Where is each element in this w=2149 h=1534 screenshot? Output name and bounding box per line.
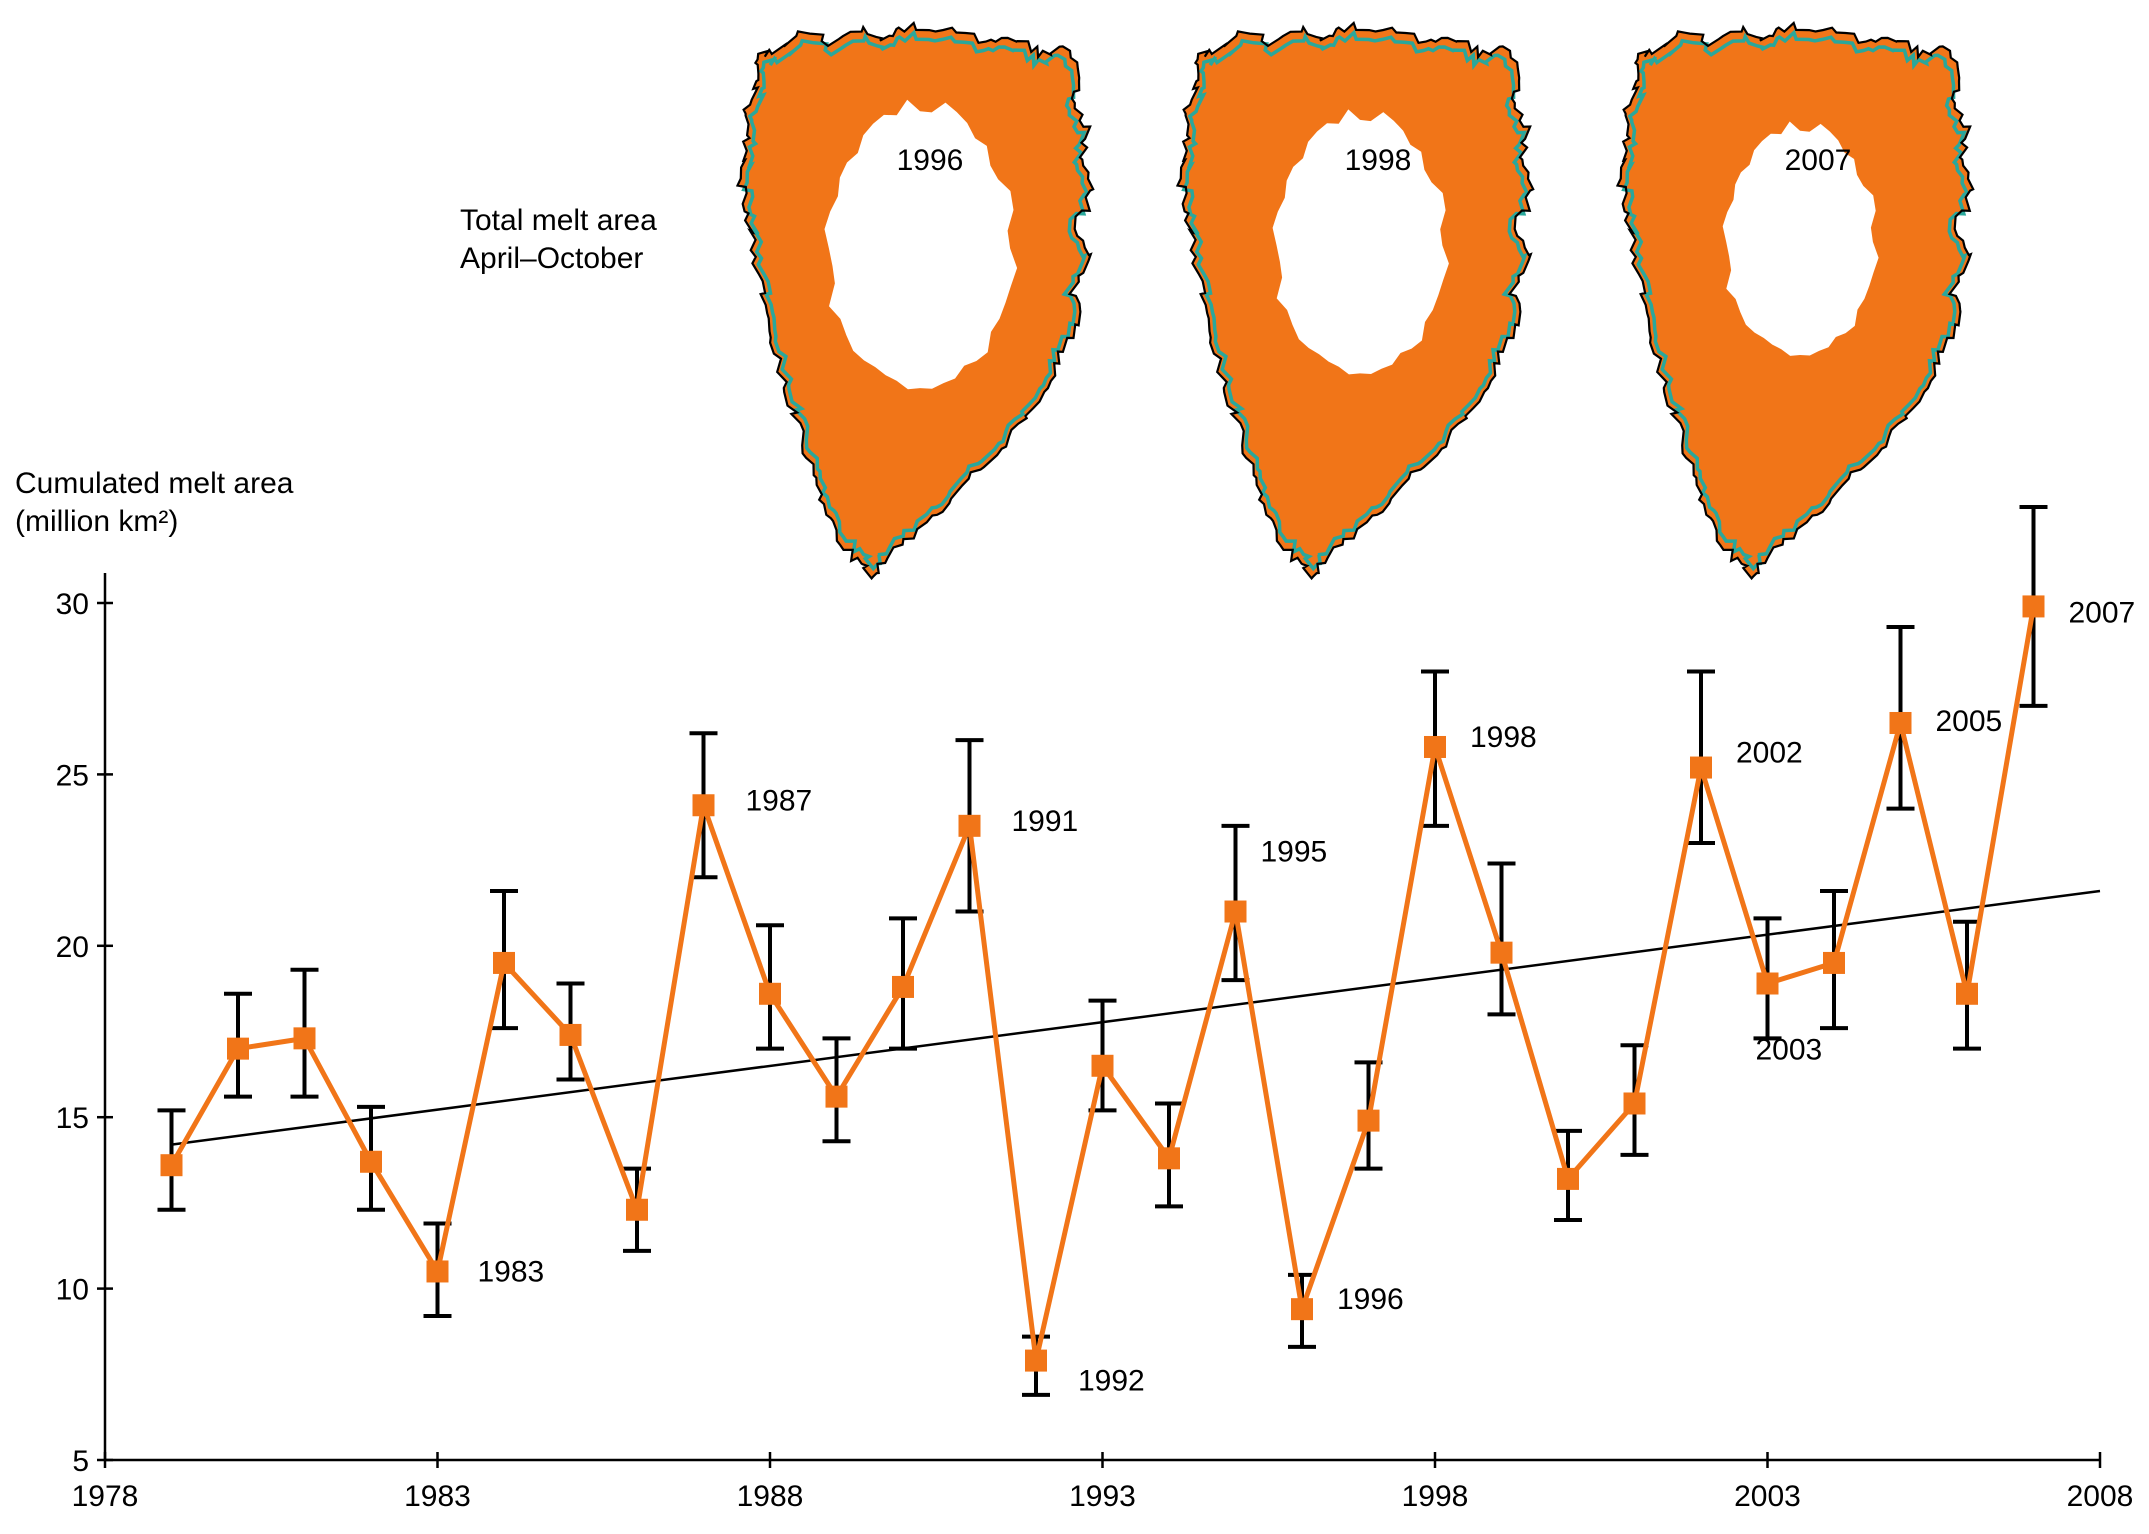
series-marker <box>360 1151 382 1173</box>
figure-svg: 5 10 15 20 25 30 1978 1983 1988 1993 1998 2003 2008 C… <box>0 0 2149 1534</box>
point-label: 2005 <box>1936 705 2003 738</box>
series-marker <box>759 983 781 1005</box>
point-label: 2007 <box>2069 596 2136 629</box>
series-marker <box>560 1024 582 1046</box>
point-label: 1995 <box>1261 836 1328 869</box>
series-marker <box>294 1027 316 1049</box>
y-tick-label: 15 <box>56 1102 89 1135</box>
y-tick-label: 20 <box>56 931 89 964</box>
map-year-label: 2007 <box>1785 144 1852 177</box>
series-marker <box>626 1199 648 1221</box>
greenland-map: 2007 <box>1618 23 1974 578</box>
series-marker <box>1025 1350 1047 1372</box>
map-year-label: 1996 <box>897 144 964 177</box>
x-tick-label: 1983 <box>404 1480 471 1513</box>
series-marker <box>826 1086 848 1108</box>
greenland-map: 1998 <box>1178 23 1534 578</box>
series-line <box>172 606 2034 1360</box>
y-axis-title-line2: (million km²) <box>15 505 178 538</box>
y-tick-label: 10 <box>56 1274 89 1307</box>
point-label: 1987 <box>746 784 813 817</box>
y-tick-label: 5 <box>72 1445 89 1478</box>
x-tick-label: 1998 <box>1402 1480 1469 1513</box>
y-tick-label: 30 <box>56 588 89 621</box>
series-marker <box>1358 1110 1380 1132</box>
series-marker <box>1690 757 1712 779</box>
y-tick-label: 25 <box>56 759 89 792</box>
y-axis-title-line1: Cumulated melt area <box>15 467 294 500</box>
series-marker <box>2023 595 2045 617</box>
maps-title-line2: April–October <box>460 242 643 275</box>
x-tick-label: 1988 <box>737 1480 804 1513</box>
series-marker <box>1158 1147 1180 1169</box>
x-tick-label: 2003 <box>1734 1480 1801 1513</box>
series-marker <box>1823 952 1845 974</box>
point-label: 1983 <box>478 1255 545 1288</box>
point-label: 2002 <box>1736 737 1803 770</box>
series-marker <box>227 1038 249 1060</box>
series-marker <box>1225 901 1247 923</box>
series-marker <box>1092 1055 1114 1077</box>
x-tick-label: 2008 <box>2067 1480 2134 1513</box>
point-label: 1992 <box>1078 1365 1145 1398</box>
series-marker <box>427 1260 449 1282</box>
series-marker <box>1890 712 1912 734</box>
maps: Total melt area April–October 1996 1998 2007 <box>460 23 1973 578</box>
series-marker <box>493 952 515 974</box>
series-marker <box>693 794 715 816</box>
series-marker <box>1557 1168 1579 1190</box>
x-tick-label: 1978 <box>72 1480 139 1513</box>
point-label: 1998 <box>1470 721 1537 754</box>
series-marker <box>1291 1298 1313 1320</box>
greenland-map: 1996 <box>738 23 1094 578</box>
series-marker <box>892 976 914 998</box>
map-year-label: 1998 <box>1345 144 1412 177</box>
x-tick-label: 1993 <box>1069 1480 1136 1513</box>
figure-root: 5 10 15 20 25 30 1978 1983 1988 1993 1998 2003 2008 C… <box>0 0 2149 1534</box>
series-marker <box>161 1154 183 1176</box>
series-marker <box>1491 942 1513 964</box>
axes: 5 10 15 20 25 30 1978 1983 1988 1993 1998 2003 2008 C… <box>15 467 2133 1513</box>
series-marker <box>1624 1092 1646 1114</box>
series-marker <box>1757 973 1779 995</box>
trend-line <box>172 891 2101 1145</box>
point-label: 1996 <box>1337 1283 1404 1316</box>
maps-title-line1: Total melt area <box>460 204 657 237</box>
series-marker <box>959 815 981 837</box>
series-marker <box>1424 736 1446 758</box>
point-label: 2003 <box>1756 1034 1823 1067</box>
point-label: 1991 <box>1012 805 1079 838</box>
series-marker <box>1956 983 1978 1005</box>
series <box>158 507 2048 1395</box>
